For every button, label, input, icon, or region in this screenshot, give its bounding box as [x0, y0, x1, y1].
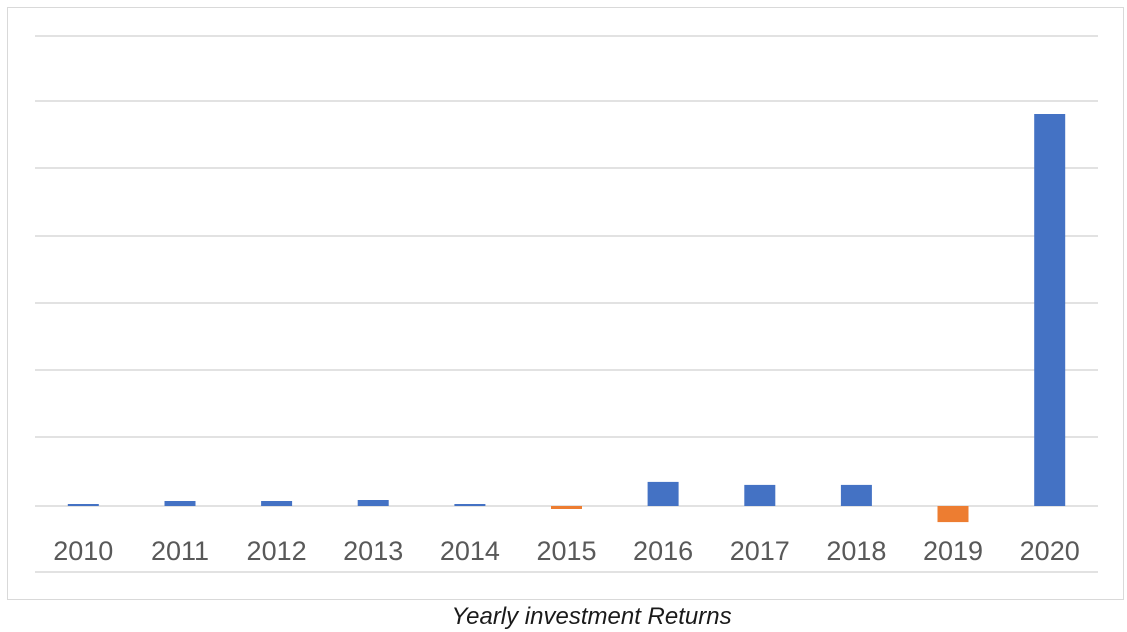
- bar-2012: [261, 501, 293, 506]
- x-tick-label: 2013: [343, 536, 403, 566]
- x-tick-label: 2018: [826, 536, 886, 566]
- x-tick-label: 2017: [730, 536, 790, 566]
- bar-2017: [744, 484, 776, 506]
- bar-2014: [454, 504, 486, 506]
- bar-2019: [937, 506, 969, 523]
- x-tick-label: 2010: [53, 536, 113, 566]
- bar-2020: [1034, 114, 1066, 506]
- x-tick-label: 2020: [1020, 536, 1080, 566]
- bar-2016: [647, 481, 679, 506]
- bar-2010: [67, 504, 99, 506]
- x-tick-label: 2019: [923, 536, 983, 566]
- x-tick-label: 2015: [536, 536, 596, 566]
- x-tick-label: 2014: [440, 536, 500, 566]
- x-tick-label: 2012: [247, 536, 307, 566]
- x-tick-label: 2016: [633, 536, 693, 566]
- bar-2018: [840, 484, 872, 506]
- bar-2015: [551, 506, 582, 509]
- bar-2013: [357, 500, 389, 506]
- chart-caption: Yearly investment Returns: [451, 603, 732, 630]
- x-tick-label: 2011: [151, 536, 209, 566]
- bar-2011: [164, 501, 196, 506]
